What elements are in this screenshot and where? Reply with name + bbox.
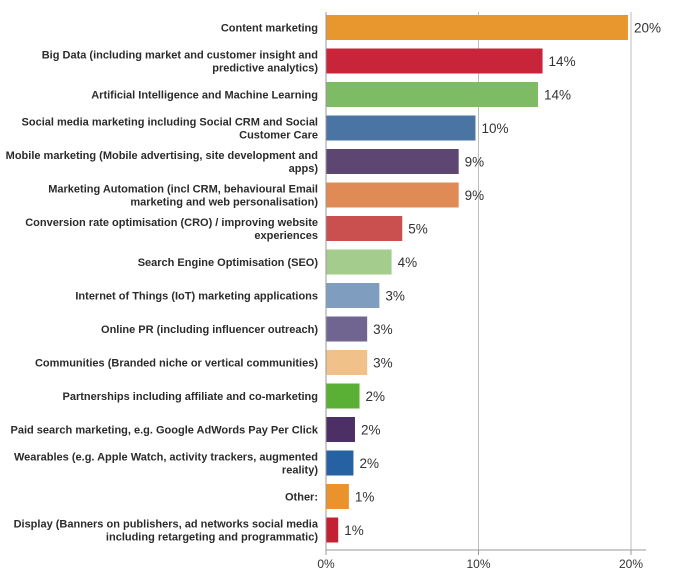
bar [326, 450, 354, 476]
value-label: 10% [481, 121, 508, 136]
category-label: Artificial Intelligence and Machine Lear… [91, 90, 318, 102]
category-label: apps) [289, 163, 319, 175]
value-label: 1% [355, 490, 375, 505]
category-label: Paid search marketing, e.g. Google AdWor… [11, 425, 319, 437]
bar [326, 115, 476, 141]
bar [326, 182, 459, 208]
bar [326, 249, 392, 275]
bar [326, 216, 403, 241]
category-label: reality) [282, 465, 318, 477]
category-label: predictive analytics) [212, 63, 318, 75]
value-label: 14% [549, 54, 576, 69]
category-label: Wearables (e.g. Apple Watch, activity tr… [14, 452, 318, 464]
category-label: Big Data (including market and customer … [42, 50, 318, 62]
value-label: 2% [366, 389, 386, 404]
value-label: 9% [465, 188, 485, 203]
category-label: including retargeting and programmatic) [106, 532, 318, 544]
bars [326, 15, 628, 543]
bar [326, 484, 349, 509]
category-label: Internet of Things (IoT) marketing appli… [75, 291, 318, 303]
category-label: Search Engine Optimisation (SEO) [138, 257, 319, 269]
value-label: 3% [373, 322, 393, 337]
value-label: 14% [544, 88, 571, 103]
category-label: Other: [285, 492, 318, 504]
value-label: 4% [398, 255, 418, 270]
x-tick-label: 0% [317, 557, 335, 571]
x-tick-label: 10% [466, 557, 490, 571]
value-label: 9% [465, 155, 485, 170]
bar [326, 149, 459, 174]
bar [326, 15, 628, 40]
bar [326, 383, 360, 409]
category-label: Marketing Automation (incl CRM, behaviou… [48, 184, 318, 196]
bar [326, 316, 368, 342]
value-label: 1% [344, 523, 364, 538]
value-label: 3% [373, 356, 393, 371]
category-label: Content marketing [221, 23, 318, 35]
value-label: 5% [408, 222, 428, 237]
category-labels: Content marketing Big Data (including mar… [6, 23, 319, 544]
category-label: Online PR (including influencer outreach… [101, 324, 318, 336]
x-axis: 0% 10% 20% [317, 12, 646, 571]
category-label: Mobile marketing (Mobile advertising, si… [6, 150, 318, 162]
category-label: Display (Banners on publishers, ad netwo… [14, 519, 319, 531]
category-label: Conversion rate optimisation (CRO) / imp… [25, 217, 318, 229]
category-label: marketing and web personalisation) [130, 197, 318, 209]
category-label: Partnerships including affiliate and co-… [63, 391, 319, 403]
bar [326, 82, 538, 107]
value-label: 2% [361, 423, 381, 438]
category-label: Communities (Branded niche or vertical c… [35, 358, 318, 370]
bar [326, 417, 355, 442]
category-label: Social media marketing including Social … [22, 117, 318, 129]
category-label: experiences [254, 230, 318, 242]
value-label: 3% [385, 289, 405, 304]
bar [326, 350, 368, 375]
bar [326, 517, 339, 543]
value-label: 2% [359, 456, 379, 471]
value-labels: 20% 14% 14% 10% 9% 9% 5% 4% 3% 3% 3% 2% 2% 2% 1% 1% [344, 21, 661, 539]
category-label: Customer Care [239, 130, 318, 142]
bar [326, 283, 380, 308]
bar [326, 48, 543, 74]
x-tick-label: 20% [619, 557, 643, 571]
value-label: 20% [634, 21, 661, 36]
